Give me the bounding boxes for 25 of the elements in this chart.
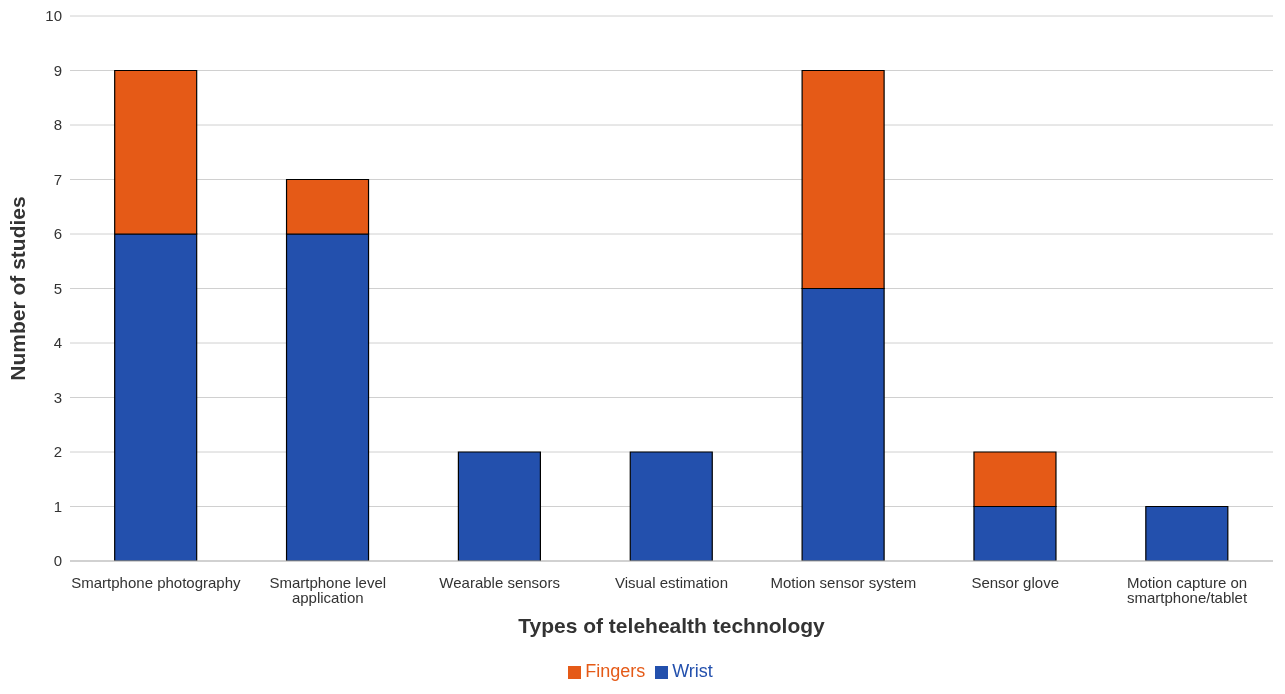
x-tick-label: Motion sensor system (770, 573, 917, 591)
y-tick-label: 9 (53, 61, 62, 79)
x-tick-label: Smartphone photography (71, 573, 242, 591)
y-tick-label: 0 (53, 552, 62, 570)
x-tick-label: Wearable sensors (439, 573, 560, 591)
x-tick-label: Motion capture on smartphone/tablet (1127, 573, 1248, 606)
y-tick-label: 8 (53, 116, 62, 134)
y-tick-label: 5 (53, 279, 62, 297)
x-tick-label: Sensor glove (971, 573, 1059, 591)
y-tick-label: 3 (53, 388, 62, 406)
legend-label: Wrist (672, 661, 713, 681)
x-tick-label: Smartphone level application (269, 573, 387, 606)
y-tick-label: 4 (53, 334, 62, 352)
y-tick-label: 7 (53, 170, 62, 188)
y-tick-label: 1 (53, 497, 62, 515)
legend-label: Fingers (585, 661, 646, 681)
x-tick-label: Visual estimation (614, 573, 729, 591)
y-axis-title: Number of studies (6, 196, 30, 381)
bar (457, 451, 541, 561)
y-tick-label: 10 (45, 7, 62, 25)
bar (629, 451, 713, 561)
x-axis-title: Types of telehealth technology (518, 614, 826, 637)
bar (1145, 505, 1229, 561)
y-tick-label: 2 (53, 443, 62, 461)
y-tick-label: 6 (53, 225, 62, 243)
